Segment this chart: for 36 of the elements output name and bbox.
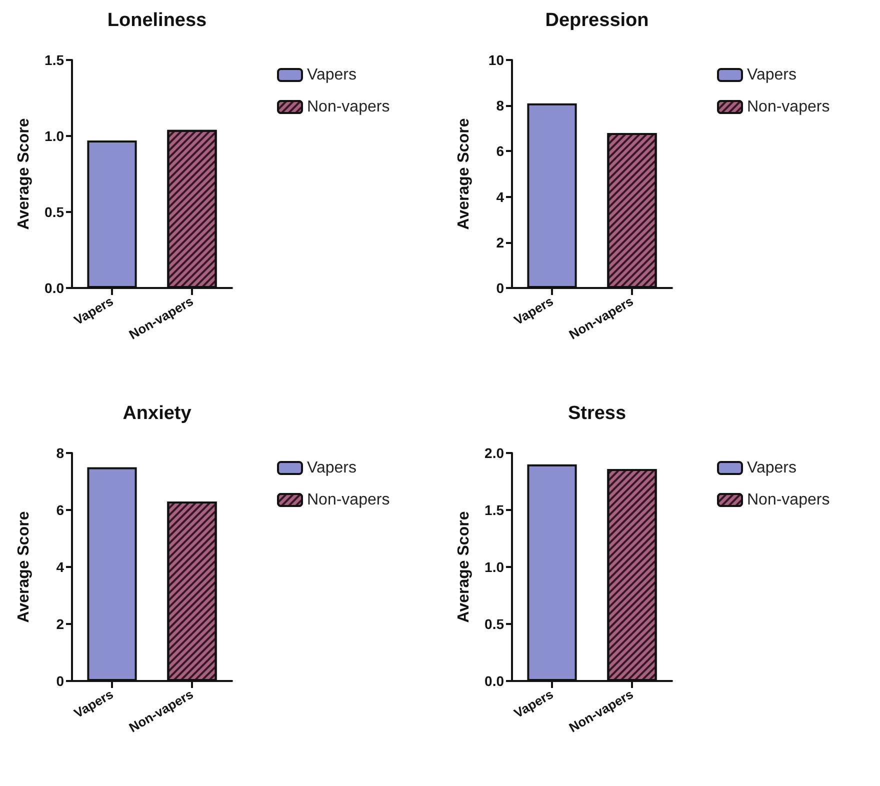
y-tick-label: 4 — [496, 188, 504, 205]
legend-label: Vapers — [747, 66, 797, 84]
y-tick-label: 1.5 — [484, 502, 504, 518]
y-tick-label: 1.5 — [44, 52, 64, 68]
y-tick-label: 6 — [496, 143, 504, 160]
chart-title: Stress — [568, 403, 626, 424]
y-tick-label: 0 — [56, 673, 64, 689]
legend-label: Non-vapers — [307, 492, 390, 508]
legend-label: Non-vapers — [307, 98, 390, 116]
y-axis-title: Average Score — [456, 511, 472, 623]
legend-label: Vapers — [307, 66, 357, 84]
y-axis-title: Average Score — [16, 511, 32, 623]
y-tick-label: 0.5 — [44, 204, 64, 220]
y-tick-label: 10 — [488, 52, 504, 68]
y-tick-label: 8 — [496, 98, 504, 114]
y-tick-label: 2.0 — [484, 445, 504, 461]
y-tick-label: 0 — [496, 280, 504, 296]
y-tick-label: 0.0 — [484, 673, 504, 689]
y-tick-label: 1.0 — [484, 559, 504, 575]
y-tick-label: 1.0 — [44, 128, 64, 144]
chart-title: Anxiety — [122, 403, 192, 424]
legend-label: Vapers — [747, 460, 797, 476]
legend-label: Non-vapers — [747, 98, 830, 116]
y-axis-title: Average Score — [456, 118, 472, 230]
legend-label: Vapers — [307, 460, 357, 476]
y-tick-label: 0.5 — [484, 616, 504, 632]
y-tick-label: 0.0 — [44, 280, 64, 296]
y-tick-label: 4 — [56, 559, 64, 575]
chart-title: Loneliness — [107, 10, 207, 31]
chart-title: Depression — [545, 10, 649, 31]
y-tick-label: 8 — [56, 445, 64, 461]
y-tick-label: 6 — [56, 502, 64, 518]
y-tick-label: 2 — [56, 616, 64, 632]
y-axis-title: Average Score — [16, 118, 32, 230]
y-tick-label: 2 — [496, 234, 504, 250]
legend-label: Non-vapers — [747, 492, 830, 508]
